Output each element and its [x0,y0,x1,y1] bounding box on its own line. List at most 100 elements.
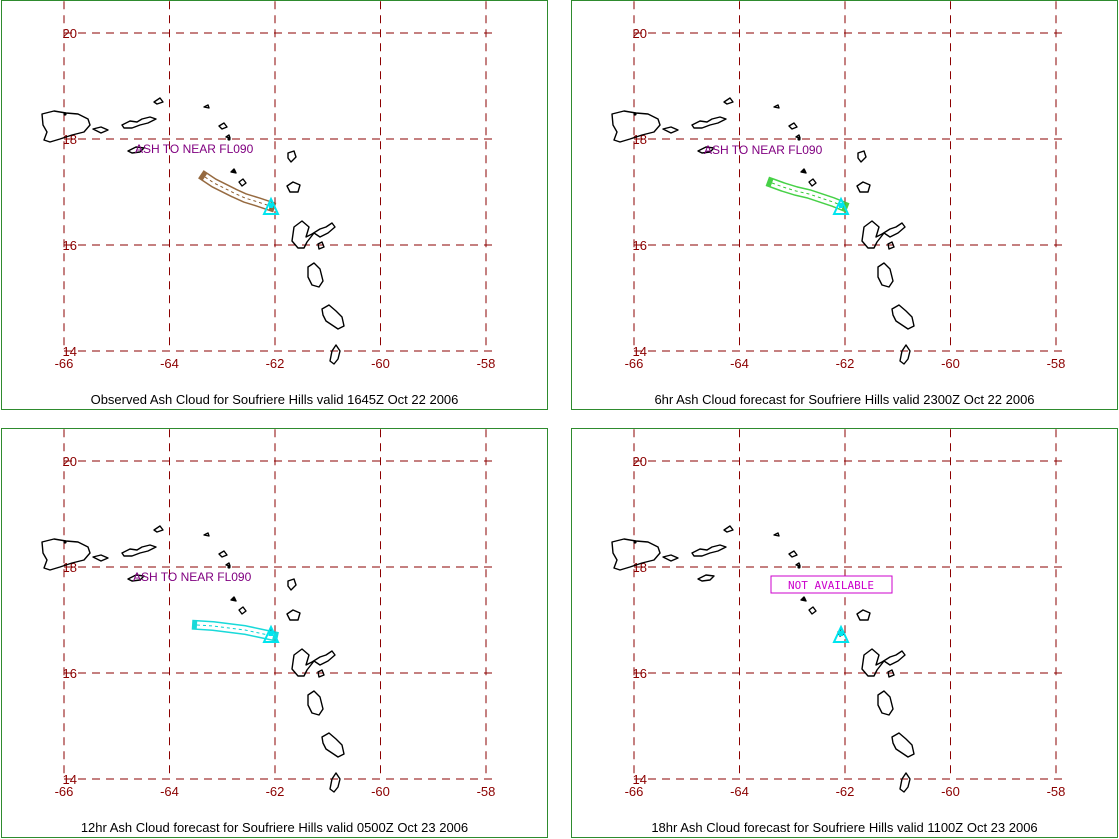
x-tick-label: -58 [1047,356,1066,371]
islet-dot [802,597,806,601]
ash-cloud [765,176,850,213]
x-tick-label: -64 [730,356,749,371]
volcano-triangle-icon [262,624,280,643]
guadeloupe-outline [291,648,336,677]
ash-cloud-band-inner [203,174,272,210]
grid-lines [633,429,1067,780]
x-tick-label: -62 [836,356,855,371]
ash-cloud-hatch [771,182,844,207]
y-tick-label: 18 [633,132,647,147]
x-tick-label: -62 [836,784,855,799]
dominica-outline [877,262,894,288]
islet-dot [227,137,231,141]
map-panel-18hr: -66 -64 -62 -60 -58 20 18 16 14 NOT AVAILABLE 18h… [571,428,1118,838]
martinique-outline [891,732,915,758]
y-tick-label: 16 [633,666,647,681]
vieques-outline [92,554,109,562]
y-tick-label: 20 [63,26,77,41]
x-tick-label: -64 [160,356,179,371]
anguilla-outline [203,104,210,109]
guadeloupe-outline [291,220,336,249]
anguilla-outline [773,532,780,537]
y-tick-label: 20 [63,454,77,469]
x-tick-label: -66 [55,784,74,799]
st-croix-outline [697,146,715,154]
guadeloupe-outline [861,648,906,677]
y-tick-label: 14 [633,344,647,359]
saba-outline [225,562,231,567]
anegada-outline [153,525,164,533]
islet-dot [63,540,67,544]
virgin-islands-outline [121,544,157,557]
st-martin-outline [218,122,228,130]
ash-height-label: ASH TO NEAR FL090 [133,570,252,584]
nevis-outline [238,178,247,187]
x-tick-label: -60 [371,356,390,371]
anegada-outline [723,525,734,533]
saba-outline [795,562,801,567]
virgin-islands-outline [121,116,157,129]
st-lucia-outline [329,772,341,793]
dominica-outline [307,262,324,288]
anegada-outline [723,97,734,105]
x-tick-label: -58 [477,784,496,799]
puerto-rico-outline [41,110,91,143]
barbuda-outline [857,150,867,163]
antigua-outline [286,181,301,193]
not-available-box [770,575,893,594]
vieques-outline [662,554,679,562]
ash-cloud [191,619,279,642]
islet-dot [633,112,637,116]
volcano-marker [832,196,850,215]
x-tick-label: -66 [625,356,644,371]
x-tick-label: -62 [266,356,285,371]
x-tick-label: -60 [371,784,390,799]
st-croix-outline [127,574,145,582]
y-tick-label: 14 [63,772,77,787]
y-tick-label: 18 [63,132,77,147]
panel-caption: Observed Ash Cloud for Soufriere Hills v… [90,392,459,407]
map-chart: -66 -64 -62 -60 -58 20 18 16 14 ASH TO NEAR FL090 [41,429,497,799]
islet-dot [232,169,236,173]
y-tick-label: 18 [633,560,647,575]
ash-height-label: ASH TO NEAR FL090 [704,143,823,157]
marie-galante-outline [317,241,325,250]
islet-dot [797,137,801,141]
marie-galante-outline [887,669,895,678]
y-tick-label: 20 [633,26,647,41]
st-lucia-outline [329,344,341,365]
ash-height-label: ASH TO NEAR FL090 [135,142,254,156]
antigua-outline [286,609,301,621]
islet-dot [633,540,637,544]
martinique-outline [321,732,345,758]
volcano-vent [839,631,843,636]
nevis-outline [808,606,817,615]
volcano-vent [269,631,273,636]
coastlines [611,525,915,793]
map-panel-6hr: -66 -64 -62 -60 -58 20 18 16 14 ASH TO NEAR FL090… [571,0,1118,410]
antigua-outline [856,609,871,621]
y-tick-label: 16 [63,666,77,681]
saba-outline [225,134,231,139]
x-tick-label: -62 [266,784,285,799]
volcano-vent [269,203,273,208]
coastlines [611,97,915,365]
vieques-outline [662,126,679,134]
coastlines [41,97,345,365]
st-martin-outline [788,550,798,558]
islet-dot [227,565,231,569]
ash-cloud-hatch [196,624,274,637]
virgin-islands-outline [691,544,727,557]
puerto-rico-outline [41,538,91,571]
y-tick-label: 14 [633,772,647,787]
grid-lines [63,429,497,780]
map-chart: -66 -64 -62 -60 -58 20 18 16 14 NOT AVAILABLE [611,429,1067,799]
barbuda-outline [287,150,297,163]
map-panel-12hr: -66 -64 -62 -60 -58 20 18 16 14 ASH TO NEAR FL090… [1,428,548,838]
x-tick-label: -60 [941,784,960,799]
volcano-marker [832,624,850,643]
panel-caption: 12hr Ash Cloud forecast for Soufriere Hi… [80,820,469,835]
map-chart: -66 -64 -62 -60 -58 20 18 16 14 ASH TO NEAR FL090 [41,1,497,371]
puerto-rico-outline [611,538,661,571]
map-chart: -66 -64 -62 -60 -58 20 18 16 14 ASH TO NEAR FL090 [611,1,1067,371]
